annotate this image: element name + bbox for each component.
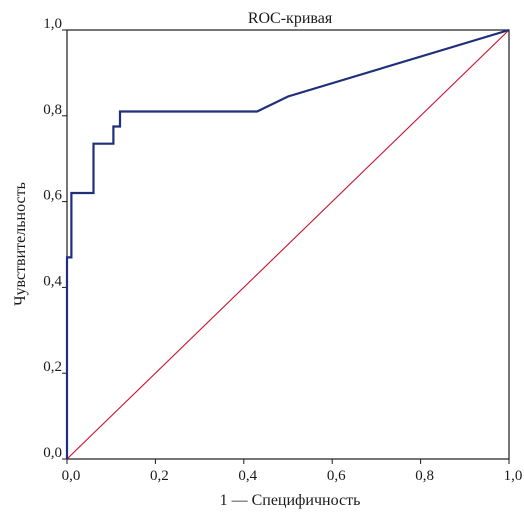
y-tick-label: 1,0 [43,16,62,32]
series-layer [65,28,510,460]
y-tick-label: 0,4 [43,273,62,289]
x-tick-label: 0,6 [327,468,346,484]
y-tick-label: 0,8 [43,102,62,118]
y-tick-label: 0,2 [43,359,62,375]
x-tick-label: 0,8 [415,468,434,484]
reference-diagonal-line [66,29,510,460]
y-tick-label: 0,6 [43,188,62,204]
x-tick-label: 0,4 [238,468,257,484]
x-axis-title: 1 — Специфичность [220,492,361,509]
x-axis-ticks: 0,0 0,2 0,4 0,6 0,8 1,0 [62,459,523,484]
y-tick-label: 0,0 [43,445,62,461]
y-axis-ticks: 0,0 0,2 0,4 0,6 0,8 1,0 [43,16,67,461]
plot-frame [66,29,510,460]
x-tick-label: 1,0 [504,468,523,484]
chart-title: ROC-кривая [248,10,333,27]
plot-border [66,29,510,460]
x-tick-label: 0,2 [150,468,169,484]
y-axis-title: Чувствительность [12,182,29,306]
roc-curve-line [65,28,510,459]
x-tick-label: 0,0 [62,468,81,484]
